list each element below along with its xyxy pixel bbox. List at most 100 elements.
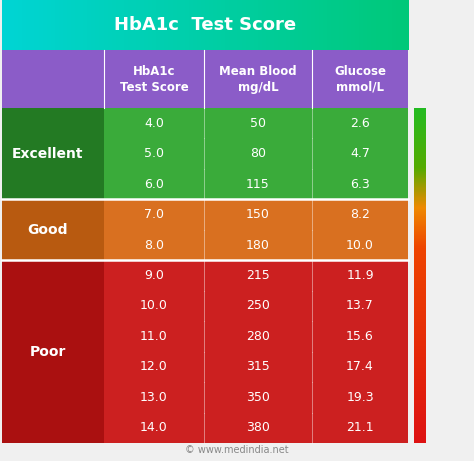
- Bar: [414, 332, 426, 334]
- Bar: [414, 177, 426, 178]
- Bar: [414, 421, 426, 423]
- Bar: [414, 122, 426, 124]
- Text: 14.0: 14.0: [140, 421, 168, 434]
- Bar: [189, 0, 194, 50]
- Text: 280: 280: [246, 330, 270, 343]
- Text: 15.6: 15.6: [346, 330, 374, 343]
- Bar: [414, 196, 426, 197]
- Bar: [414, 112, 426, 113]
- Bar: [104, 169, 408, 199]
- Bar: [414, 436, 426, 437]
- Bar: [414, 130, 426, 131]
- Polygon shape: [104, 208, 119, 251]
- Bar: [414, 409, 426, 411]
- Bar: [414, 236, 426, 237]
- Text: 115: 115: [246, 177, 270, 191]
- Bar: [414, 139, 426, 141]
- Bar: [414, 383, 426, 384]
- Bar: [156, 0, 161, 50]
- Bar: [152, 0, 157, 50]
- Bar: [414, 368, 426, 369]
- Bar: [414, 253, 426, 254]
- Bar: [414, 296, 426, 297]
- Bar: [22, 0, 27, 50]
- Bar: [414, 442, 426, 443]
- Bar: [414, 410, 426, 412]
- Bar: [414, 437, 426, 438]
- Bar: [414, 285, 426, 287]
- Bar: [414, 148, 426, 149]
- Bar: [414, 218, 426, 220]
- Bar: [414, 149, 426, 150]
- Bar: [351, 0, 356, 50]
- Text: 380: 380: [246, 421, 270, 434]
- Bar: [414, 188, 426, 189]
- Bar: [414, 168, 426, 169]
- Bar: [414, 294, 426, 296]
- Bar: [414, 268, 426, 270]
- Bar: [71, 0, 76, 50]
- Bar: [2, 50, 408, 108]
- Bar: [104, 230, 408, 260]
- Bar: [414, 223, 426, 224]
- Bar: [414, 366, 426, 367]
- Bar: [414, 113, 426, 115]
- Bar: [414, 143, 426, 145]
- Bar: [414, 137, 426, 138]
- Bar: [124, 0, 129, 50]
- Bar: [414, 325, 426, 326]
- Bar: [414, 342, 426, 343]
- Bar: [132, 0, 137, 50]
- Bar: [414, 136, 426, 137]
- Bar: [30, 0, 36, 50]
- Text: 50: 50: [250, 117, 266, 130]
- Bar: [414, 166, 426, 167]
- Bar: [414, 372, 426, 374]
- Bar: [414, 340, 426, 342]
- Bar: [359, 0, 365, 50]
- Bar: [205, 0, 210, 50]
- Text: 215: 215: [246, 269, 270, 282]
- Bar: [414, 338, 426, 339]
- Text: 13.7: 13.7: [346, 300, 374, 313]
- Bar: [414, 228, 426, 230]
- Bar: [414, 189, 426, 191]
- Bar: [414, 376, 426, 377]
- Bar: [136, 0, 141, 50]
- Text: 12.0: 12.0: [140, 361, 168, 373]
- Bar: [414, 438, 426, 440]
- Bar: [339, 0, 344, 50]
- Bar: [414, 158, 426, 160]
- Text: 150: 150: [246, 208, 270, 221]
- Bar: [414, 227, 426, 229]
- Bar: [414, 416, 426, 417]
- Bar: [414, 273, 426, 274]
- Bar: [414, 260, 426, 262]
- Bar: [414, 175, 426, 176]
- Bar: [414, 247, 426, 248]
- Bar: [414, 384, 426, 385]
- Bar: [67, 0, 72, 50]
- Bar: [414, 328, 426, 329]
- Bar: [414, 193, 426, 194]
- Bar: [414, 440, 426, 442]
- Bar: [87, 0, 92, 50]
- Bar: [414, 387, 426, 388]
- Bar: [414, 179, 426, 181]
- Bar: [414, 344, 426, 346]
- Bar: [414, 396, 426, 397]
- Bar: [414, 263, 426, 264]
- Bar: [414, 248, 426, 250]
- Bar: [307, 0, 311, 50]
- Bar: [414, 230, 426, 232]
- Bar: [414, 142, 426, 144]
- Bar: [414, 150, 426, 152]
- Bar: [128, 0, 133, 50]
- Bar: [414, 114, 426, 116]
- Bar: [414, 337, 426, 338]
- Bar: [414, 423, 426, 424]
- Bar: [414, 347, 426, 348]
- Bar: [414, 417, 426, 419]
- Bar: [414, 118, 426, 119]
- Bar: [414, 190, 426, 192]
